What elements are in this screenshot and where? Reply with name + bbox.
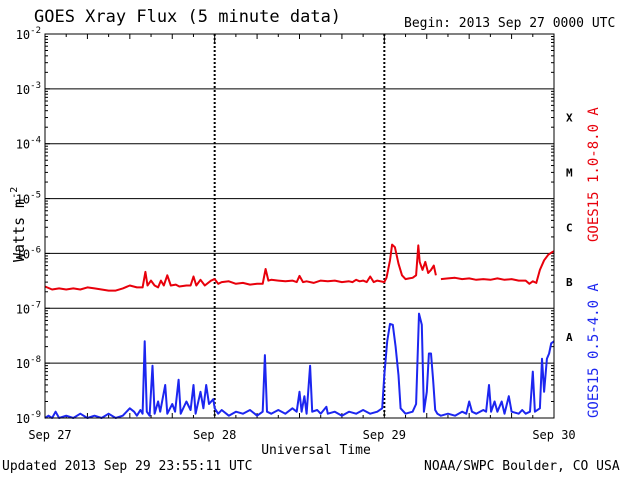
flare-class-a: A	[566, 331, 573, 344]
y-tick-base: 10	[16, 247, 30, 261]
y-tick-label: 10-4	[16, 136, 41, 152]
y-tick-exponent: -8	[30, 355, 41, 365]
x-tick-labels: Sep 27 Sep 28 Sep 29 Sep 30	[28, 428, 575, 442]
grid-layer	[44, 33, 555, 419]
series-layer	[44, 243, 555, 419]
y-axis-label: Watts m-2	[9, 187, 28, 262]
chart-title: GOES Xray Flux (5 minute data)	[34, 7, 342, 27]
y-tick-base: 10	[16, 28, 30, 42]
y-tick-label: 10-2	[16, 26, 41, 42]
series-line-long	[44, 243, 555, 292]
y-tick-label: 10-3	[16, 81, 41, 97]
y-tick-label: 10-8	[16, 355, 41, 371]
y-tick-base: 10	[16, 357, 30, 371]
flare-class-x: X	[566, 112, 573, 125]
y-tick-exponent: -2	[30, 26, 41, 36]
y-tick-base: 10	[16, 302, 30, 316]
y-tick-exponent: -4	[30, 136, 41, 146]
y-tick-exponent: -3	[30, 81, 41, 91]
y-axis-label-text: Watts m	[10, 199, 28, 262]
y-axis-label-exponent: -2	[9, 187, 20, 199]
y-tick-exponent: -9	[30, 410, 41, 420]
y-tick-base: 10	[16, 412, 30, 426]
y-tick-label: 10-5	[16, 191, 41, 207]
y-tick-labels: 10-210-310-410-510-610-710-810-9	[16, 26, 41, 426]
series-line-short	[44, 312, 555, 419]
y-tick-exponent: -7	[30, 300, 41, 310]
y-tick-exponent: -6	[30, 245, 41, 255]
legend-goes15-long: GOES15 1.0-8.0 A	[586, 107, 602, 242]
legend-goes15-short: GOES15 0.5-4.0 A	[586, 283, 602, 418]
y-tick-base: 10	[16, 193, 30, 207]
y-tick-exponent: -5	[30, 191, 41, 201]
y-tick-base: 10	[16, 138, 30, 152]
y-tick-label: 10-7	[16, 300, 41, 316]
flare-class-labels: X M C B A	[566, 112, 573, 344]
x-axis-label: Universal Time	[261, 443, 371, 458]
y-tick-base: 10	[16, 83, 30, 97]
credit-label: NOAA/SWPC Boulder, CO USA	[424, 459, 620, 474]
x-tick-label: Sep 29	[363, 428, 406, 442]
x-tick-label: Sep 28	[193, 428, 236, 442]
y-tick-label: 10-6	[16, 245, 41, 261]
plot-frame	[44, 33, 555, 419]
x-tick-label: Sep 30	[532, 428, 575, 442]
flare-class-b: B	[566, 276, 573, 289]
x-tick-label: Sep 27	[28, 428, 71, 442]
flare-class-c: C	[566, 221, 573, 234]
flare-class-m: M	[566, 166, 573, 179]
updated-timestamp: Updated 2013 Sep 29 23:55:11 UTC	[2, 459, 253, 474]
begin-time-label: Begin: 2013 Sep 27 0000 UTC	[404, 16, 616, 31]
y-tick-label: 10-9	[16, 410, 41, 426]
